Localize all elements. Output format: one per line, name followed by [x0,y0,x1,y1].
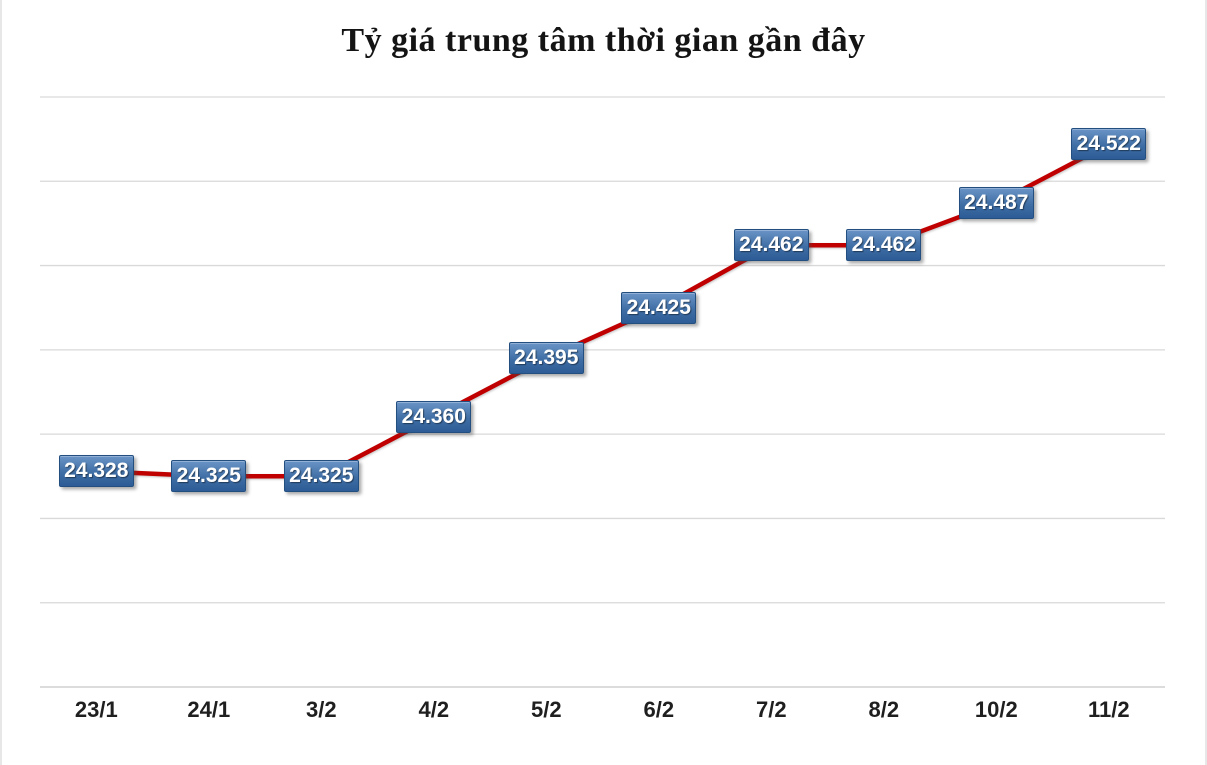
data-label: 24.325 [171,460,247,493]
x-axis-label: 24/1 [187,697,231,722]
x-axis-label: 5/2 [531,697,562,722]
x-axis-label: 3/2 [306,697,337,722]
data-label: 24.462 [733,229,809,262]
chart-title: Tỷ giá trung tâm thời gian gần đây [341,22,866,59]
series-line [94,141,1112,479]
gridlines-layer [40,96,1165,688]
data-label: 24.462 [846,229,922,262]
x-axis-label: 7/2 [756,697,787,722]
data-label: 24.395 [508,342,584,375]
data-label: 24.325 [283,460,359,493]
x-axis-label: 8/2 [868,697,900,722]
data-label: 24.522 [1071,128,1147,161]
data-label: 24.425 [621,291,697,324]
x-axis-label: 6/2 [643,697,675,722]
x-axis-label: 11/2 [1087,697,1130,722]
data-label: 24.360 [396,401,472,434]
data-label: 24.487 [958,187,1034,220]
data-label: 24.328 [58,455,134,488]
x-axis-label: 23/1 [74,697,118,722]
x-axis-label: 4/2 [418,697,450,722]
x-axis-label: 10/2 [974,697,1018,722]
